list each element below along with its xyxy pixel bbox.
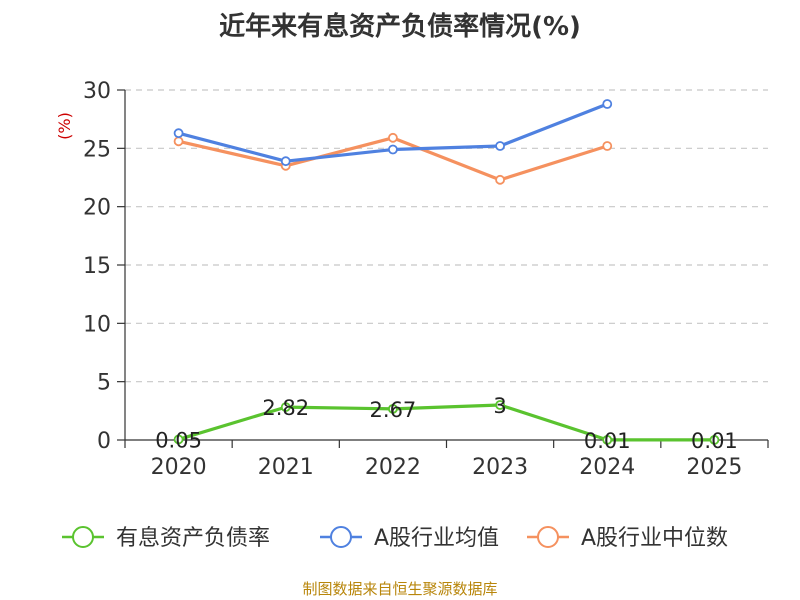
- data-point: [280, 402, 291, 413]
- data-label: 0.01: [584, 429, 631, 453]
- data-point: [495, 400, 505, 410]
- data-label: 2.67: [370, 398, 417, 422]
- data-point: [602, 141, 613, 151]
- x-tick-label: 2022: [365, 455, 421, 480]
- legend-label: 有息资产负债率: [116, 526, 270, 551]
- data-point: [602, 99, 613, 109]
- x-tick-label: 2024: [579, 455, 635, 480]
- data-point: [173, 136, 184, 147]
- data-point: [280, 156, 291, 167]
- legend-label: A股行业中位数: [581, 526, 728, 551]
- legend: 有息资产负债率 A股行业均值 A股行业中位数: [62, 526, 728, 551]
- legend-marker: [537, 526, 559, 548]
- source-note: 制图数据来自恒生聚源数据库: [302, 580, 498, 598]
- series-line-0: [178, 403, 715, 442]
- data-point: [173, 434, 184, 445]
- data-point: [388, 132, 398, 143]
- y-tick-label: 0: [97, 429, 111, 454]
- gridlines: [125, 89, 768, 383]
- data-label: 0.05: [155, 428, 202, 452]
- series-lines: [173, 99, 720, 445]
- data-point: [495, 141, 505, 151]
- y-tick-label: 25: [83, 137, 111, 162]
- data-label: 3: [493, 394, 506, 418]
- x-tick-label: 2023: [472, 455, 528, 480]
- data-point: [173, 128, 184, 139]
- data-point: [388, 144, 398, 155]
- y-tick-label: 10: [83, 312, 111, 337]
- legend-label: A股行业均值: [374, 526, 499, 551]
- data-point: [602, 434, 613, 445]
- data-labels: 0.05 2.82 2.67 3 0.01 0.01: [155, 394, 738, 453]
- legend-marker: [330, 526, 352, 548]
- data-point: [709, 434, 720, 445]
- x-tick-label: 2021: [258, 455, 314, 480]
- x-tick-label: 2020: [151, 455, 207, 480]
- y-tick-label: 5: [97, 371, 111, 396]
- y-tick-label: 30: [83, 79, 111, 104]
- y-tick-label: 20: [83, 196, 111, 221]
- data-point: [495, 174, 505, 185]
- y-tick-label: 15: [83, 254, 111, 279]
- y-axis-label: (%): [55, 112, 74, 140]
- series-line-2: [178, 136, 608, 182]
- legend-marker: [72, 526, 94, 548]
- data-point: [388, 403, 398, 414]
- data-label: 0.01: [691, 429, 738, 453]
- data-label: 2.82: [262, 396, 309, 420]
- x-tick-label: 2025: [686, 455, 742, 480]
- chart-title: 近年来有息资产负债率情况(%): [219, 12, 581, 42]
